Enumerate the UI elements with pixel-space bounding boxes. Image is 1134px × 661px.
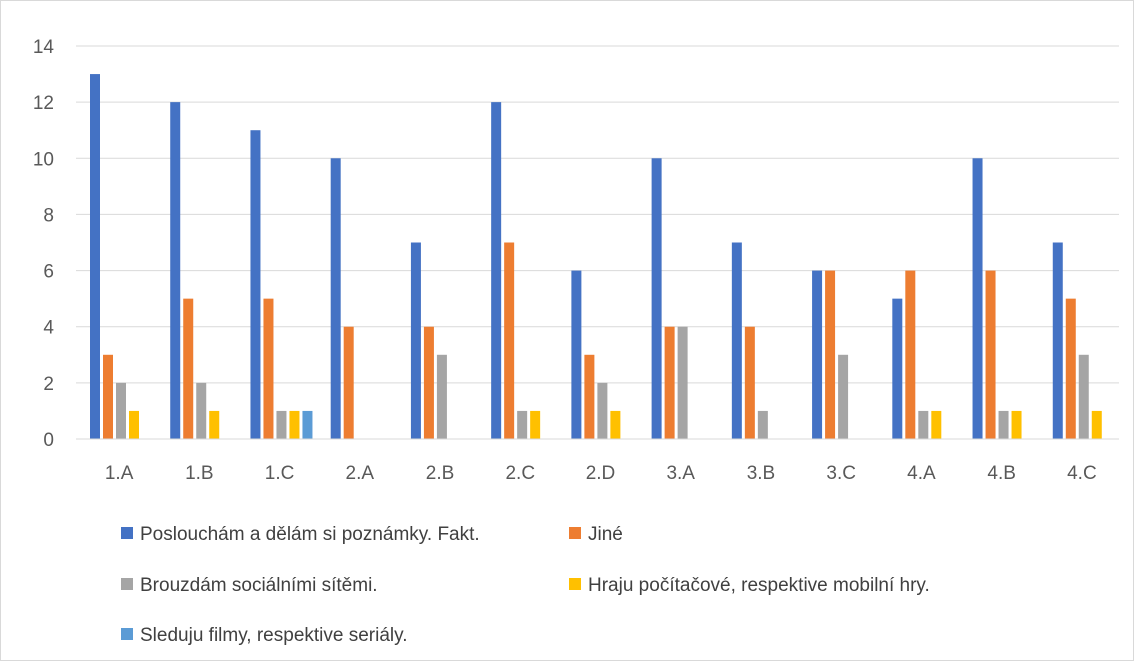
bar xyxy=(250,130,261,439)
bar xyxy=(343,326,354,439)
y-tick-label: 0 xyxy=(43,430,54,451)
bars xyxy=(90,74,1102,440)
bar xyxy=(597,382,608,439)
legend-swatch xyxy=(121,527,133,539)
bar xyxy=(731,242,742,439)
bar xyxy=(504,242,515,439)
bar xyxy=(1065,298,1076,439)
x-tick-label: 1.C xyxy=(265,463,295,484)
y-tick-label: 2 xyxy=(43,374,54,395)
bar xyxy=(757,410,768,439)
bar xyxy=(423,326,434,439)
legend: Poslouchám a dělám si poznámky. Fakt. Jin… xyxy=(121,524,930,646)
bar xyxy=(196,382,207,439)
bar xyxy=(302,410,313,439)
bar xyxy=(664,326,675,439)
bar xyxy=(129,410,139,439)
x-tick-label: 3.B xyxy=(747,463,776,484)
bar xyxy=(918,410,929,439)
legend-label: Sleduju filmy, respektive seriály. xyxy=(140,625,408,646)
legend-swatch xyxy=(121,628,133,640)
bar xyxy=(90,74,100,440)
bar xyxy=(905,270,916,439)
y-tick-label: 10 xyxy=(33,149,54,170)
legend-label: Poslouchám a dělám si poznámky. Fakt. xyxy=(140,524,480,545)
bar xyxy=(931,410,942,439)
y-tick-label: 12 xyxy=(33,93,54,114)
bar xyxy=(677,326,688,439)
x-tick-label: 2.A xyxy=(346,463,375,484)
bar xyxy=(330,158,341,440)
bar xyxy=(1078,354,1089,439)
x-tick-label: 4.A xyxy=(907,463,936,484)
bar xyxy=(1052,242,1063,439)
x-axis-ticks: 1.A 1.B 1.C 2.A 2.B 2.C 2.D 3.A 3.B 3.C 4.A 4.B 4.C xyxy=(105,463,1097,484)
y-axis-ticks: 0 2 4 6 8 10 12 14 xyxy=(33,37,55,451)
x-tick-label: 2.D xyxy=(586,463,616,484)
x-tick-label: 1.B xyxy=(185,463,214,484)
bar xyxy=(584,354,595,439)
bar xyxy=(116,382,126,439)
x-tick-label: 2.B xyxy=(426,463,455,484)
legend-swatch xyxy=(121,578,133,590)
y-tick-label: 14 xyxy=(33,37,55,58)
bar xyxy=(209,410,220,439)
x-tick-label: 4.B xyxy=(987,463,1016,484)
bar xyxy=(571,270,582,439)
legend-swatch xyxy=(569,527,581,539)
bar xyxy=(436,354,447,439)
gridlines xyxy=(76,45,1119,384)
bar xyxy=(276,410,287,439)
bar xyxy=(825,270,836,439)
bar xyxy=(985,270,996,439)
bar xyxy=(410,242,421,439)
x-tick-label: 3.A xyxy=(666,463,695,484)
y-tick-label: 8 xyxy=(43,205,54,226)
bar xyxy=(610,410,621,439)
bar xyxy=(1091,410,1102,439)
y-tick-label: 4 xyxy=(43,318,54,339)
bar xyxy=(289,410,300,439)
bar xyxy=(517,410,528,439)
bar xyxy=(812,270,823,439)
bar xyxy=(530,410,541,439)
bar xyxy=(1011,410,1022,439)
x-tick-label: 4.C xyxy=(1067,463,1097,484)
legend-label: Jiné xyxy=(588,524,623,545)
bar xyxy=(892,298,903,439)
bar xyxy=(744,326,755,439)
x-tick-label: 2.C xyxy=(505,463,535,484)
bar xyxy=(263,298,274,439)
bar xyxy=(491,102,502,440)
bar xyxy=(998,410,1009,439)
x-tick-label: 3.C xyxy=(826,463,856,484)
bar xyxy=(170,102,181,440)
bar xyxy=(183,298,194,439)
legend-label: Hraju počítačové, respektive mobilní hry… xyxy=(588,575,930,596)
bar xyxy=(103,354,113,439)
legend-swatch xyxy=(569,578,581,590)
legend-label: Brouzdám sociálními sítěmi. xyxy=(140,575,378,596)
x-tick-label: 1.A xyxy=(105,463,134,484)
y-tick-label: 6 xyxy=(43,262,54,283)
bar xyxy=(651,158,662,440)
bar xyxy=(972,158,983,440)
bar xyxy=(838,354,849,439)
